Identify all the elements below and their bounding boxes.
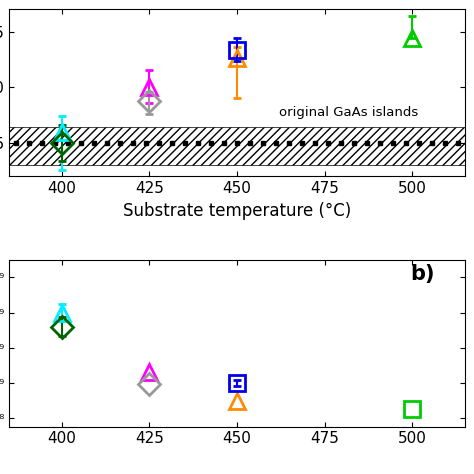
Bar bbox=[9, 128, 465, 165]
X-axis label: Substrate temperature (°C): Substrate temperature (°C) bbox=[123, 202, 351, 220]
Text: b): b) bbox=[410, 264, 434, 284]
Text: original GaAs islands: original GaAs islands bbox=[279, 106, 418, 119]
